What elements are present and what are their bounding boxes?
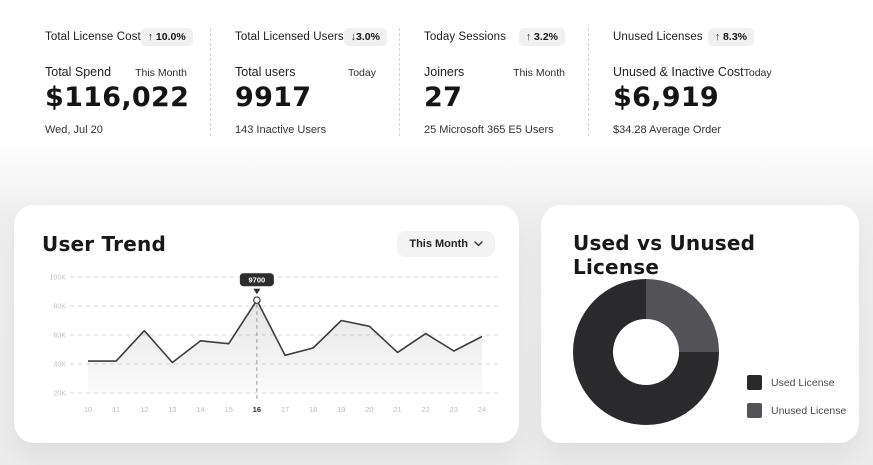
kpi-title: Today Sessions — [424, 31, 506, 43]
x-axis-tick-label: 21 — [393, 405, 401, 414]
kpi-metric-label: Total Spend — [45, 65, 112, 79]
user-trend-chart[interactable]: 100K 80K 60K 40K 20K 9700 10 11 12 13 14 15 16 17 18 19… — [42, 263, 507, 427]
x-axis-tick-label: 12 — [140, 405, 148, 414]
trend-line — [88, 299, 483, 364]
x-axis-tick-label: 18 — [309, 405, 317, 414]
x-axis-tick-label: 23 — [450, 405, 458, 414]
legend-swatch-icon — [747, 375, 762, 390]
y-axis-tick-label: 80K — [54, 304, 67, 311]
kpi-value: 27 — [424, 82, 463, 113]
y-axis-tick-label: 60K — [54, 333, 67, 340]
x-axis-tick-label: 19 — [337, 405, 345, 414]
x-axis-tick-label: 10 — [84, 405, 92, 414]
x-axis-tick-label: 17 — [281, 405, 289, 414]
chevron-down-icon — [474, 241, 483, 247]
kpi-card: Total Licensed Users ↓3.0% Total users Toda… — [210, 28, 387, 136]
x-axis-tick-label: 13 — [168, 405, 176, 414]
tooltip-value: 9700 — [249, 276, 266, 285]
donut-chart[interactable] — [573, 279, 719, 425]
kpi-card: Unused Licenses ↑ 8.3% Unused & Inactive C… — [588, 28, 772, 136]
tooltip — [239, 273, 274, 287]
x-axis-tick-label: 24 — [478, 405, 486, 414]
kpi-value: 9917 — [235, 82, 312, 113]
user-trend-card: User Trend This Month 100K 80K 60K 40K 20K 97… — [14, 205, 519, 443]
x-axis-tick-label: 16 — [253, 405, 261, 414]
kpi-footer: 143 Inactive Users — [235, 124, 327, 136]
kpi-footer: $34.28 Average Order — [613, 124, 722, 136]
kpi-change-badge-up-arrow-icon: ↑ 3.2% — [518, 28, 565, 46]
kpi-card: Total License Cost ↑ 10.0% Total Spend This… — [45, 28, 193, 136]
kpi-period-label: Today — [743, 67, 772, 79]
user-trend-title: User Trend — [42, 232, 166, 256]
kpi-value: $116,022 — [45, 82, 190, 113]
kpi-metric-label: Unused & Inactive Cost — [613, 65, 744, 79]
kpi-row: Total License Cost ↑ 10.0% Total Spend This… — [0, 0, 873, 136]
kpi-metric-label: Total users — [235, 65, 296, 79]
kpi-footer: 25 Microsoft 365 E5 Users — [424, 124, 554, 136]
kpi-card: Today Sessions ↑ 3.2% Joiners This Month 27 2… — [399, 28, 565, 136]
kpi-value: $6,919 — [613, 82, 719, 113]
donut-legend: Used License Unused License — [747, 375, 846, 418]
x-axis-tick-label: 20 — [365, 405, 373, 414]
y-axis-tick-label: 20K — [54, 391, 67, 398]
used-vs-unused-title: Used vs Unused License — [573, 231, 756, 279]
charts-row: User Trend This Month 100K 80K 60K 40K 20K 97… — [14, 205, 859, 443]
x-axis-tick-label: 11 — [112, 405, 120, 414]
tooltip-pointer — [253, 288, 261, 295]
x-axis-tick-label: 15 — [225, 405, 233, 414]
kpi-title: Total License Cost — [45, 31, 141, 43]
kpi-title: Unused Licenses — [613, 31, 703, 43]
used-vs-unused-card: Used vs Unused License Used License Unuse… — [541, 205, 859, 443]
kpi-period-label: This Month — [135, 67, 187, 79]
kpi-change-badge-up-arrow-icon: ↑ 10.0% — [140, 28, 193, 46]
kpi-change-badge-up-arrow-icon: ↑ 8.3% — [707, 28, 754, 46]
highlight-marker — [253, 296, 261, 305]
kpi-title: Total Licensed Users — [235, 31, 344, 43]
trend-period-label: This Month — [409, 238, 468, 250]
legend-item: Used License — [747, 375, 846, 390]
y-axis-tick-label: 100K — [50, 275, 67, 282]
kpi-footer: Wed, Jul 20 — [45, 124, 103, 136]
legend-label: Unused License — [771, 404, 847, 417]
trend-area — [88, 300, 482, 393]
user-trend-header: User Trend This Month — [42, 231, 507, 257]
donut-hole — [613, 319, 679, 385]
y-axis-tick-label: 40K — [54, 362, 67, 369]
legend-item: Unused License — [747, 403, 846, 418]
x-axis-tick-label: 14 — [196, 405, 204, 414]
kpi-change-badge-down-arrow-icon: ↓3.0% — [343, 28, 387, 46]
kpi-period-label: Today — [347, 67, 376, 79]
x-axis-tick-label: 22 — [422, 405, 430, 414]
legend-label: Used License — [771, 376, 835, 389]
kpi-period-label: This Month — [513, 67, 565, 79]
kpi-metric-label: Joiners — [424, 65, 465, 79]
legend-swatch-icon — [747, 403, 762, 418]
trend-period-dropdown[interactable]: This Month — [397, 231, 495, 257]
